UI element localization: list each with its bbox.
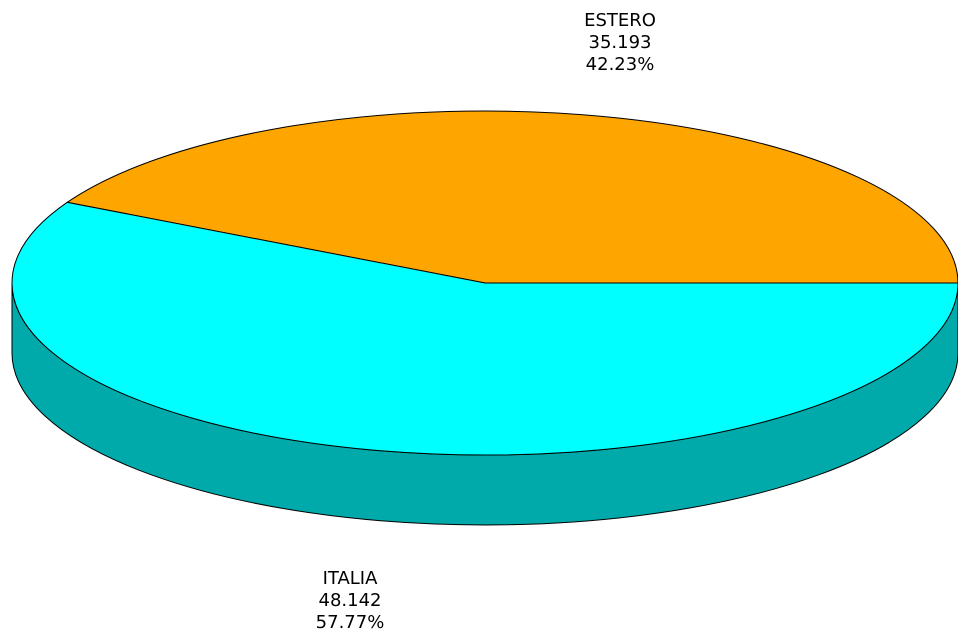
pie-slice-estero (65, 110, 958, 284)
pie-slice-italia (11, 201, 958, 456)
slice-value-estero: 35.193 (588, 32, 652, 53)
slice-label-estero: ESTERO 35.193 42.23% (560, 10, 680, 76)
slice-name-estero: ESTERO (584, 10, 656, 31)
slice-value-italia: 48.142 (318, 590, 382, 611)
slice-percent-estero: 42.23% (585, 54, 655, 75)
slice-label-italia: ITALIA 48.142 57.77% (290, 568, 410, 634)
slice-percent-italia: 57.77% (315, 612, 385, 633)
slice-name-italia: ITALIA (322, 568, 378, 589)
